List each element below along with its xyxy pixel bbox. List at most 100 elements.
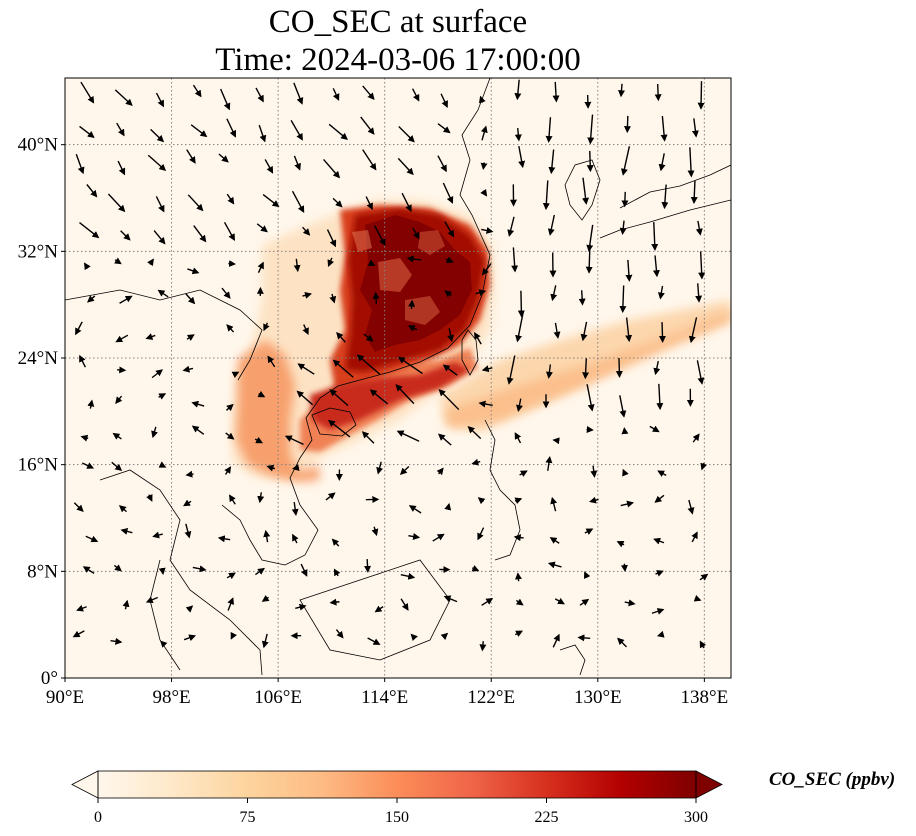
wind-arrow <box>192 565 207 573</box>
wind-arrow <box>158 567 166 575</box>
wind-arrow <box>332 197 343 208</box>
wind-arrow <box>623 115 631 134</box>
wind-arrow <box>432 533 445 542</box>
colorbar-tick-label: 300 <box>684 809 708 826</box>
wind-arrow <box>219 88 231 111</box>
colorbar: 0 75 150 225 300 <box>71 770 723 826</box>
map-frame <box>64 77 732 679</box>
wind-arrow <box>113 564 122 572</box>
wind-arrow <box>80 81 95 104</box>
wind-arrow <box>85 535 99 543</box>
wind-arrow <box>75 154 85 175</box>
wind-arrow <box>620 146 631 176</box>
wind-arrow <box>114 257 122 265</box>
wind-arrow <box>474 331 482 345</box>
wind-arrow <box>183 499 192 507</box>
wind-arrow <box>145 596 159 604</box>
wind-arrow <box>479 641 487 652</box>
wind-arrow <box>116 122 125 137</box>
wind-arrow <box>514 497 523 505</box>
wind-arrow <box>587 114 595 145</box>
wind-arrow <box>687 147 695 178</box>
wind-arrow <box>554 597 565 605</box>
wind-arrow <box>361 431 375 444</box>
wind-arrow <box>437 433 452 446</box>
wind-arrow <box>293 258 301 273</box>
wind-arrow <box>619 220 627 235</box>
wind-arrow <box>691 118 699 138</box>
wind-arrow <box>81 462 95 469</box>
wind-arrow <box>620 563 628 573</box>
wind-arrow <box>367 259 376 266</box>
wind-arrow <box>331 538 340 547</box>
wind-arrow <box>323 158 341 179</box>
chart-title-line-2: Time: 2024-03-06 17:00:00 <box>215 42 581 78</box>
wind-arrow <box>695 220 703 236</box>
wind-arrow <box>257 261 264 273</box>
wind-arrow <box>86 184 98 198</box>
lat-tick-label: 0° <box>41 668 58 689</box>
wind-vectors <box>72 79 709 652</box>
wind-arrow <box>617 637 628 648</box>
wind-arrow <box>367 637 381 645</box>
wind-arrow <box>374 605 384 613</box>
wind-arrow <box>111 461 123 472</box>
wind-arrow <box>578 290 586 306</box>
wind-arrow <box>511 247 519 273</box>
wind-arrow <box>221 287 231 299</box>
wind-arrow <box>395 384 415 405</box>
wind-arrow <box>399 465 410 475</box>
wind-arrow <box>266 464 276 472</box>
wind-arrow <box>186 334 195 341</box>
wind-arrow <box>157 289 169 298</box>
wind-arrow <box>654 494 665 503</box>
wind-arrow <box>229 494 236 505</box>
wind-arrow <box>442 182 454 204</box>
wind-arrow <box>692 433 700 443</box>
wind-arrow <box>329 293 337 304</box>
wind-arrow <box>661 184 669 210</box>
wind-arrow <box>226 572 236 580</box>
wind-arrow <box>87 399 95 409</box>
wind-arrow <box>364 558 372 573</box>
wind-arrow <box>376 461 384 475</box>
wind-arrow <box>122 599 130 610</box>
wind-arrow <box>697 81 705 110</box>
wind-arrow <box>227 597 234 611</box>
wind-arrow <box>254 567 265 576</box>
wind-arrow <box>545 455 553 471</box>
wind-arrow <box>550 285 558 302</box>
wind-arrow <box>471 458 481 466</box>
wind-arrow <box>187 267 200 275</box>
wind-arrow <box>550 496 558 512</box>
lat-tick-label: 24°N <box>18 348 59 369</box>
lon-tick-label: 138°E <box>681 687 729 708</box>
wind-arrow <box>72 630 85 638</box>
wind-arrow <box>87 295 96 303</box>
lon-tick-label: 106°E <box>254 687 302 708</box>
wind-arrow <box>589 496 599 504</box>
wind-arrow <box>411 88 420 102</box>
wind-arrow <box>291 464 300 471</box>
wind-arrow <box>481 597 494 606</box>
wind-arrow <box>584 528 594 535</box>
wind-arrow <box>183 634 197 642</box>
wind-arrow <box>291 501 299 516</box>
wind-arrow <box>332 359 354 378</box>
wind-arrow <box>114 89 133 106</box>
wind-arrow <box>293 155 301 171</box>
colorbar-max-extend <box>695 770 723 799</box>
wind-arrow <box>217 535 231 543</box>
wind-arrow <box>442 364 458 376</box>
wind-arrow <box>657 470 667 477</box>
wind-arrow <box>261 595 270 602</box>
wind-arrow <box>79 125 95 139</box>
wind-arrow <box>408 299 416 309</box>
wind-arrow <box>582 177 590 205</box>
wind-arrow <box>193 225 207 243</box>
wind-arrow <box>182 365 194 373</box>
wind-arrow <box>653 537 665 545</box>
wind-arrow <box>625 317 633 343</box>
chart-title-line-1: CO_SEC at surface <box>268 4 528 40</box>
